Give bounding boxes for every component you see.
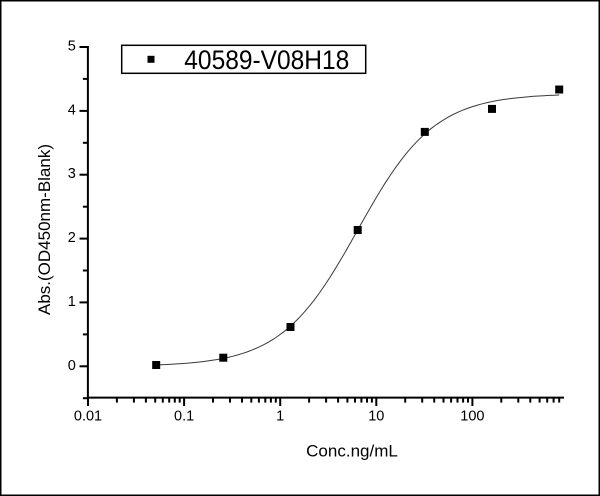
- svg-text:Abs.(OD450nm-Blank): Abs.(OD450nm-Blank): [35, 144, 54, 315]
- svg-text:0.01: 0.01: [74, 408, 102, 424]
- svg-text:Conc.ng/mL: Conc.ng/mL: [306, 441, 398, 460]
- svg-text:5: 5: [68, 39, 76, 55]
- svg-text:0: 0: [68, 358, 76, 374]
- svg-text:10: 10: [368, 408, 384, 424]
- svg-text:0.1: 0.1: [174, 408, 194, 424]
- svg-text:40589-V08H18: 40589-V08H18: [184, 46, 349, 75]
- svg-text:3: 3: [68, 166, 76, 182]
- svg-text:1: 1: [276, 408, 284, 424]
- svg-text:2: 2: [68, 230, 76, 246]
- svg-text:100: 100: [460, 408, 484, 424]
- svg-text:4: 4: [68, 102, 76, 118]
- svg-text:1: 1: [68, 294, 76, 310]
